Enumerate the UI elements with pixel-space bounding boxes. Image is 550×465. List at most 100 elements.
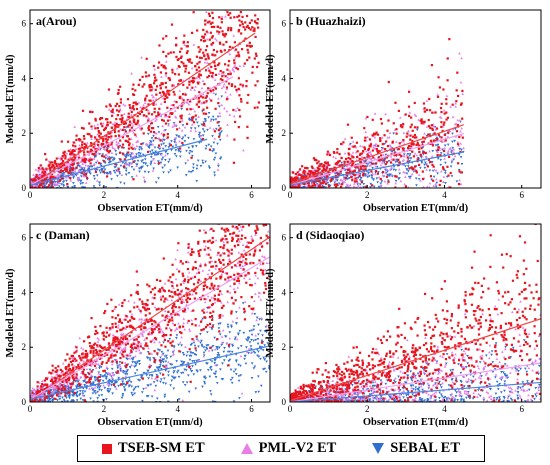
point-tseb <box>221 78 224 82</box>
point-sebal <box>55 390 59 393</box>
point-sebal <box>157 160 160 163</box>
point-tseb <box>168 77 171 80</box>
point-pml <box>388 168 392 171</box>
point-tseb <box>398 153 401 156</box>
point-pml <box>164 74 168 77</box>
point-tseb <box>371 162 374 165</box>
point-tseb <box>141 75 144 78</box>
point-sebal <box>147 384 150 387</box>
point-tseb <box>39 164 42 167</box>
point-pml <box>224 90 227 94</box>
point-tseb <box>94 136 97 139</box>
point-sebal <box>387 175 391 178</box>
point-sebal <box>213 174 217 177</box>
point-sebal <box>145 374 149 377</box>
point-tseb <box>204 33 207 36</box>
point-sebal <box>170 148 173 152</box>
point-pml <box>212 127 215 131</box>
point-tseb <box>298 186 301 188</box>
point-sebal <box>103 172 106 175</box>
point-sebal <box>144 162 147 166</box>
point-tseb <box>399 125 403 128</box>
point-pml <box>115 140 118 143</box>
point-tseb <box>427 133 430 136</box>
point-sebal <box>112 169 116 173</box>
point-tseb <box>237 87 240 90</box>
point-pml <box>66 383 70 386</box>
point-tseb <box>208 69 211 72</box>
point-sebal <box>180 107 184 111</box>
point-pml <box>220 266 223 269</box>
point-tseb <box>96 126 99 130</box>
point-sebal <box>117 376 121 380</box>
point-pml <box>390 174 393 177</box>
point-tseb <box>415 171 418 174</box>
point-sebal <box>183 368 186 371</box>
point-sebal <box>204 118 207 121</box>
point-tseb <box>309 172 312 175</box>
point-tseb <box>429 160 432 164</box>
point-pml <box>443 139 446 143</box>
point-tseb <box>44 153 47 156</box>
point-tseb <box>94 117 97 121</box>
point-tseb <box>85 356 88 359</box>
point-sebal <box>213 156 217 160</box>
point-tseb <box>185 51 189 55</box>
point-sebal <box>137 154 141 157</box>
point-sebal <box>131 361 135 364</box>
point-sebal <box>364 174 368 178</box>
point-tseb <box>144 314 147 317</box>
point-pml <box>260 254 264 258</box>
point-tseb <box>213 61 216 64</box>
point-tseb <box>302 182 305 185</box>
point-pml <box>203 124 207 127</box>
point-pml <box>112 373 115 376</box>
point-tseb <box>89 162 92 165</box>
point-sebal <box>154 181 158 184</box>
point-tseb <box>136 119 140 122</box>
point-sebal <box>383 161 386 164</box>
point-tseb <box>412 142 415 145</box>
point-sebal <box>143 170 147 174</box>
point-sebal <box>56 181 60 185</box>
point-sebal <box>420 161 424 165</box>
point-tseb <box>71 167 74 170</box>
point-tseb <box>431 127 434 130</box>
point-tseb <box>317 160 320 163</box>
point-pml <box>94 361 97 364</box>
point-tseb <box>420 122 423 125</box>
point-tseb <box>163 97 166 101</box>
point-tseb <box>244 21 247 24</box>
point-tseb <box>131 147 134 150</box>
point-sebal <box>134 364 138 368</box>
point-tseb <box>216 4 218 6</box>
point-tseb <box>387 180 390 183</box>
point-tseb <box>253 27 256 30</box>
point-pml <box>77 377 81 381</box>
point-pml <box>159 295 163 298</box>
point-tseb <box>77 363 80 366</box>
point-tseb <box>211 265 215 268</box>
point-tseb <box>128 138 131 141</box>
point-tseb <box>349 157 352 160</box>
point-pml <box>214 363 217 367</box>
point-tseb <box>425 108 429 111</box>
point-sebal <box>212 141 216 144</box>
point-sebal <box>408 159 411 163</box>
point-pml <box>82 359 86 363</box>
point-tseb <box>240 48 244 51</box>
point-tseb <box>381 157 384 160</box>
point-sebal <box>257 350 260 353</box>
point-sebal <box>139 146 143 149</box>
point-tseb <box>313 183 316 187</box>
point-sebal <box>175 360 178 363</box>
point-tseb <box>439 179 442 182</box>
point-tseb <box>188 293 191 296</box>
point-tseb <box>97 354 100 357</box>
point-sebal <box>158 365 162 369</box>
point-pml <box>87 153 91 156</box>
point-pml <box>139 105 142 109</box>
point-tseb <box>291 171 294 174</box>
point-sebal <box>119 369 122 373</box>
point-sebal <box>162 360 165 364</box>
